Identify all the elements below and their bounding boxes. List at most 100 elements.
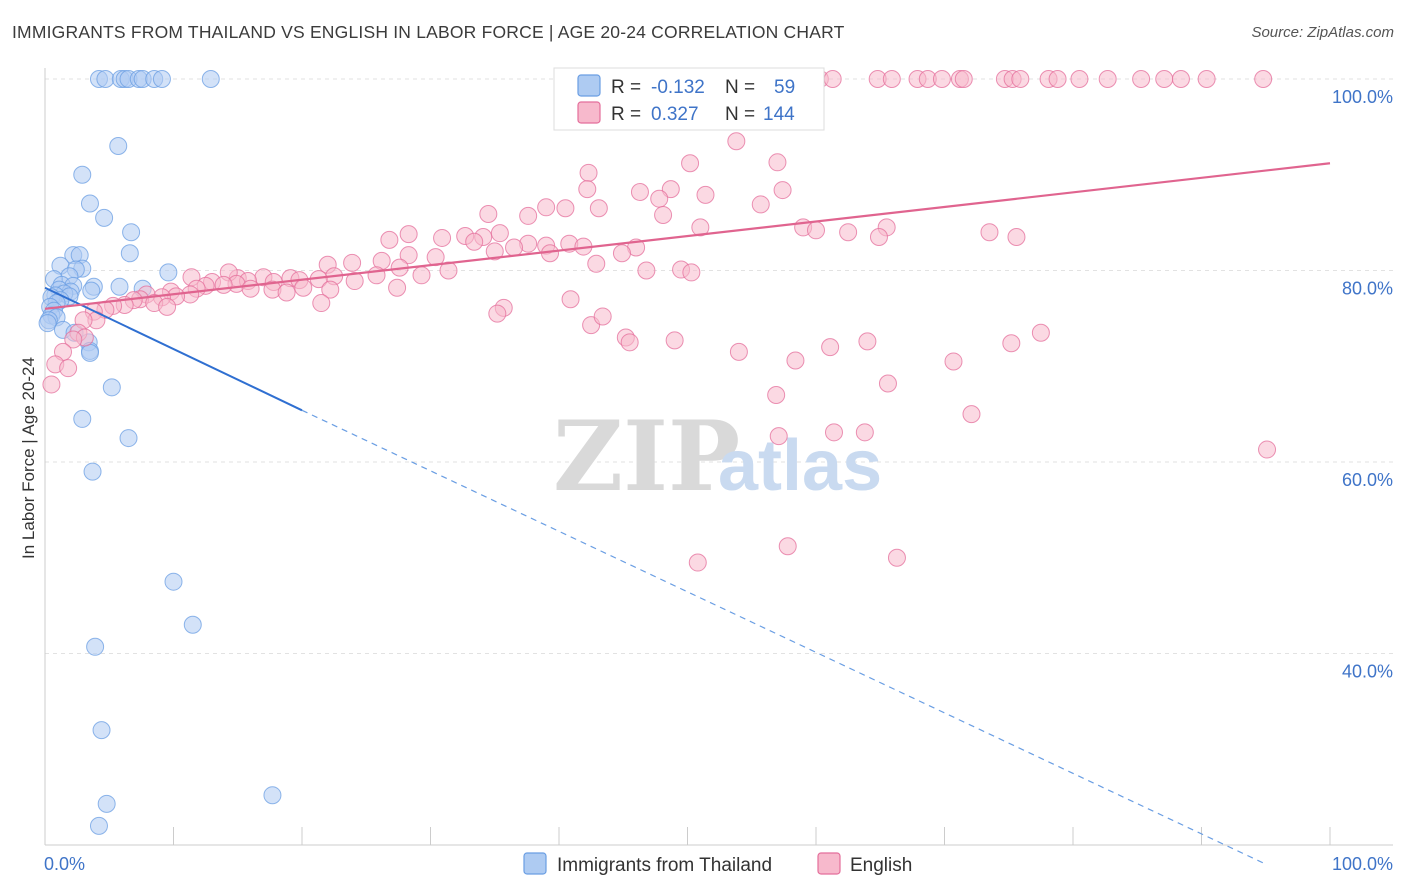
watermark-atlas: atlas <box>718 426 882 506</box>
legend-n-value-english: 144 <box>763 104 795 125</box>
data-point <box>944 352 963 371</box>
y-axis-label: In Labor Force | Age 20-24 <box>19 357 38 559</box>
y-tick-label: 80.0% <box>1342 279 1393 299</box>
data-point <box>727 132 746 151</box>
data-point <box>73 409 92 428</box>
data-point <box>83 462 102 481</box>
data-point <box>183 615 202 634</box>
data-point <box>277 283 296 302</box>
data-point <box>159 263 178 282</box>
data-point <box>786 351 805 370</box>
bottom-legend-label-thailand: Immigrants from Thailand <box>557 855 772 876</box>
data-point <box>158 297 177 316</box>
data-point <box>729 342 748 361</box>
legend-r-label-thailand: R = <box>611 77 641 98</box>
data-point <box>1258 440 1277 459</box>
data-point <box>95 208 114 227</box>
data-point <box>665 331 684 350</box>
data-point <box>1197 70 1216 88</box>
data-point <box>109 137 128 156</box>
data-point <box>1132 70 1151 88</box>
data-point <box>388 278 407 297</box>
legend-n-label-english: N = <box>725 104 755 125</box>
data-point <box>561 290 580 309</box>
data-point <box>824 423 843 442</box>
data-point <box>1048 70 1067 88</box>
data-point <box>92 721 111 740</box>
data-point <box>86 637 105 656</box>
data-point <box>932 70 951 88</box>
data-point <box>97 794 116 813</box>
data-point <box>152 70 171 88</box>
axes <box>44 68 1393 846</box>
data-point <box>821 338 840 357</box>
watermark: ZIP atlas <box>553 400 882 513</box>
legend-n-value-thailand: 59 <box>774 77 795 98</box>
data-point <box>122 223 141 242</box>
data-point <box>201 70 220 88</box>
legend-swatch-thailand <box>577 74 601 97</box>
data-point <box>96 70 115 88</box>
data-point <box>688 553 707 572</box>
legend-r-label-english: R = <box>611 104 641 125</box>
data-point <box>962 405 981 424</box>
data-point <box>855 423 874 442</box>
data-point <box>89 816 108 835</box>
data-point <box>878 374 897 393</box>
data-point <box>263 786 282 805</box>
data-point <box>367 266 386 285</box>
data-point <box>1011 70 1030 88</box>
data-point <box>587 254 606 273</box>
legend-r-value-english: 0.327 <box>651 104 699 125</box>
data-point <box>294 278 313 297</box>
legend-n-label-thailand: N = <box>725 77 755 98</box>
data-point <box>164 572 183 591</box>
data-point <box>696 185 715 204</box>
data-point <box>650 189 669 208</box>
data-point <box>773 181 792 200</box>
chart-title: IMMIGRANTS FROM THAILAND VS ENGLISH IN L… <box>12 22 845 42</box>
data-point <box>42 375 61 394</box>
x-tick-labels: 0.0% 100.0% <box>44 854 1393 874</box>
data-point <box>412 266 431 285</box>
data-point <box>82 281 101 300</box>
data-point <box>38 314 57 333</box>
data-point <box>882 70 901 88</box>
y-tick-label: 60.0% <box>1342 470 1393 490</box>
data-point <box>80 343 99 362</box>
data-point <box>64 330 83 349</box>
data-point <box>630 182 649 201</box>
data-point <box>869 227 888 246</box>
data-point <box>465 232 484 251</box>
trend-line-thailand-extension <box>301 409 1267 865</box>
data-point <box>399 225 418 244</box>
legend-swatch-english <box>577 101 601 124</box>
data-point <box>321 280 340 299</box>
data-point <box>110 277 129 296</box>
data-point <box>380 230 399 249</box>
data-point <box>119 429 138 448</box>
data-point <box>858 332 877 351</box>
data-point <box>691 218 710 237</box>
data-point <box>980 223 999 242</box>
data-point <box>80 194 99 213</box>
data-point <box>1070 70 1089 88</box>
data-point <box>612 244 631 263</box>
data-point <box>823 70 842 88</box>
legend-r-value-thailand: -0.132 <box>651 77 705 98</box>
data-point <box>479 205 498 224</box>
data-point <box>839 223 858 242</box>
watermark-zip: ZIP <box>553 400 740 513</box>
source-credit: Source: ZipAtlas.com <box>1251 24 1394 41</box>
data-point <box>505 238 524 257</box>
data-point <box>241 279 260 298</box>
data-point <box>769 427 788 446</box>
data-point <box>343 253 362 272</box>
data-point <box>519 206 538 225</box>
series-thailand-points <box>38 70 282 835</box>
data-point <box>345 272 364 291</box>
data-point <box>589 199 608 218</box>
data-point <box>537 198 556 217</box>
data-point <box>1254 70 1273 88</box>
